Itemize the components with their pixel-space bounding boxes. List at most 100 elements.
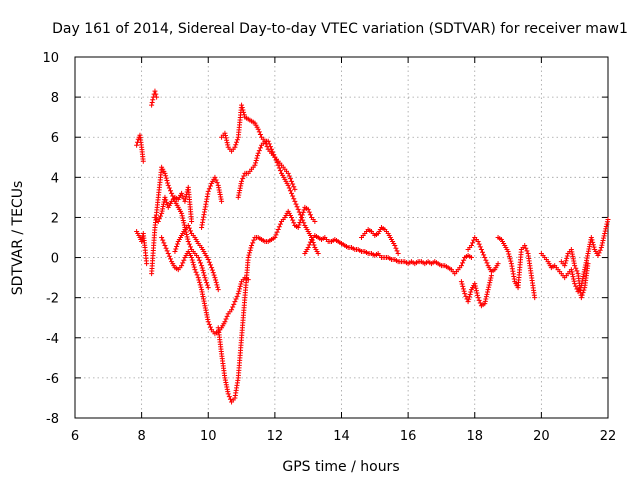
data-point <box>324 237 330 243</box>
series-arc-13 <box>358 224 401 257</box>
data-point <box>160 237 166 243</box>
data-point <box>205 191 211 197</box>
data-point <box>182 198 188 204</box>
data-point <box>174 195 180 201</box>
data-point <box>457 265 463 271</box>
x-tick-label: 18 <box>466 429 483 444</box>
series-arc-3 <box>134 228 150 267</box>
data-point <box>314 249 320 255</box>
data-point <box>471 237 477 243</box>
data-point <box>467 291 473 297</box>
data-point <box>467 245 473 251</box>
data-point <box>380 225 386 231</box>
data-point <box>197 260 203 266</box>
data-point <box>290 181 296 187</box>
data-point <box>291 220 297 226</box>
data-point <box>596 250 602 256</box>
data-point <box>284 180 290 186</box>
data-point <box>241 173 247 179</box>
data-point <box>164 178 170 184</box>
data-point <box>334 238 340 244</box>
data-point <box>212 275 218 281</box>
data-point <box>234 293 240 299</box>
data-point <box>468 289 474 295</box>
data-point <box>206 186 212 192</box>
data-point <box>393 258 399 264</box>
data-point <box>293 201 299 207</box>
data-point <box>184 234 190 240</box>
data-point <box>574 286 580 292</box>
data-point <box>289 178 295 184</box>
data-point <box>149 102 155 108</box>
data-point <box>154 94 160 100</box>
data-point <box>187 228 193 234</box>
data-point <box>564 255 570 261</box>
data-point <box>171 263 177 269</box>
data-point <box>210 329 216 335</box>
data-point <box>210 270 216 276</box>
data-point <box>156 216 162 222</box>
data-point <box>246 252 252 258</box>
data-point <box>589 237 595 243</box>
data-point <box>585 263 591 269</box>
data-point <box>473 285 479 291</box>
data-point <box>193 269 199 275</box>
data-point <box>203 277 209 283</box>
data-point <box>194 253 200 259</box>
data-point <box>605 216 611 222</box>
series-arc-6 <box>159 235 251 337</box>
data-point <box>287 188 293 194</box>
data-point <box>347 245 353 251</box>
data-point <box>466 294 472 300</box>
data-point <box>474 290 480 296</box>
data-point <box>249 243 255 249</box>
data-point <box>143 258 149 264</box>
data-point <box>275 226 281 232</box>
data-point <box>227 309 233 315</box>
data-point <box>273 232 279 238</box>
data-point <box>267 238 273 244</box>
data-point <box>260 238 266 244</box>
data-point <box>590 242 596 248</box>
data-point <box>213 277 219 283</box>
data-point <box>201 249 207 255</box>
data-point <box>287 176 293 182</box>
data-point <box>274 229 280 235</box>
x-tick-label: 14 <box>333 429 350 444</box>
data-point <box>245 257 251 263</box>
data-point <box>461 257 467 263</box>
data-point <box>234 137 240 143</box>
data-point <box>187 244 193 250</box>
data-point <box>314 233 320 239</box>
data-point <box>247 250 253 256</box>
data-point <box>373 231 379 237</box>
data-point <box>523 245 529 251</box>
data-point <box>165 251 171 257</box>
data-point <box>487 277 493 283</box>
data-point <box>290 217 296 223</box>
data-point <box>579 292 585 298</box>
data-point <box>185 239 191 245</box>
data-point <box>602 230 608 236</box>
data-point <box>254 124 260 130</box>
data-point <box>487 280 493 286</box>
x-tick-label: 6 <box>71 429 79 444</box>
data-point <box>562 260 568 266</box>
data-point <box>550 264 556 270</box>
data-point <box>218 196 224 202</box>
data-point <box>204 280 210 286</box>
data-point <box>307 212 313 218</box>
data-point <box>238 281 244 287</box>
data-point <box>604 221 610 227</box>
data-point <box>199 263 205 269</box>
data-point <box>307 239 313 245</box>
data-point <box>163 173 169 179</box>
data-point <box>247 117 253 123</box>
data-point <box>181 228 187 234</box>
data-point <box>506 251 512 257</box>
x-tick-label: 10 <box>200 429 217 444</box>
data-point <box>276 165 282 171</box>
data-point <box>466 296 472 302</box>
data-point <box>360 249 366 255</box>
data-point <box>453 269 459 275</box>
